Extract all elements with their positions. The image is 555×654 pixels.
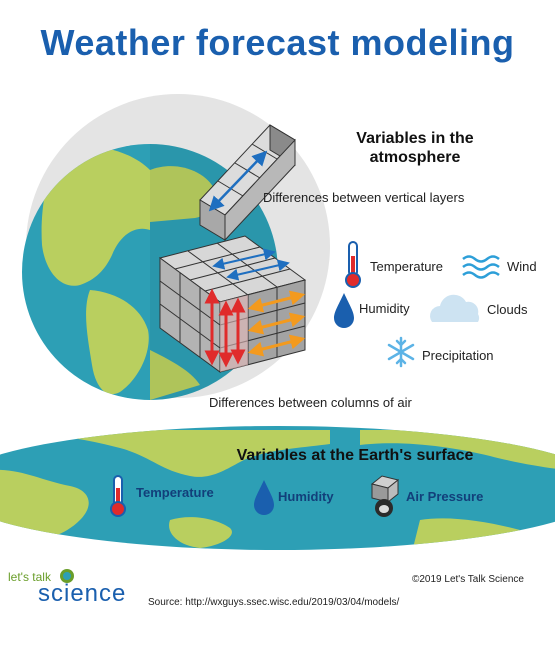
logo-lets-talk: let's talk <box>8 570 51 584</box>
source-text: Source: http://wxguys.ssec.wisc.edu/2019… <box>148 597 400 608</box>
page-title: Weather forecast modeling <box>40 22 515 63</box>
weight-icon <box>370 475 400 517</box>
logo-science: science <box>38 580 127 607</box>
atmosphere-wind-label: Wind <box>507 259 537 274</box>
thermometer-icon <box>345 241 361 288</box>
vertical-layers-column <box>199 124 296 242</box>
atmosphere-temperature-label: Temperature <box>370 259 443 274</box>
surface-humidity-label: Humidity <box>278 489 334 504</box>
lets-talk-science-logo-mark <box>60 569 74 583</box>
copyright-text: ©2019 Let's Talk Science <box>412 574 524 585</box>
surface-heading: Variables at the Earth's surface <box>236 447 474 464</box>
water-drop-icon <box>254 480 274 515</box>
columns-label: Differences between columns of air <box>209 395 412 410</box>
snowflake-icon <box>387 336 415 368</box>
surface-air-pressure-label: Air Pressure <box>406 489 484 504</box>
atmosphere-humidity-label: Humidity <box>359 301 410 316</box>
wind-icon <box>462 255 500 279</box>
cloud-icon <box>430 294 480 322</box>
vertical-layers-label: Differences between vertical layers <box>263 190 465 205</box>
atmosphere-heading: Variables in the atmosphere <box>356 130 474 166</box>
atmosphere-clouds-label: Clouds <box>487 302 528 317</box>
surface-temperature-label: Temperature <box>136 485 214 500</box>
thermometer-icon <box>110 475 126 517</box>
air-columns-cube <box>158 235 307 373</box>
atmosphere-precipitation-label: Precipitation <box>422 348 494 363</box>
water-drop-icon <box>334 293 354 328</box>
